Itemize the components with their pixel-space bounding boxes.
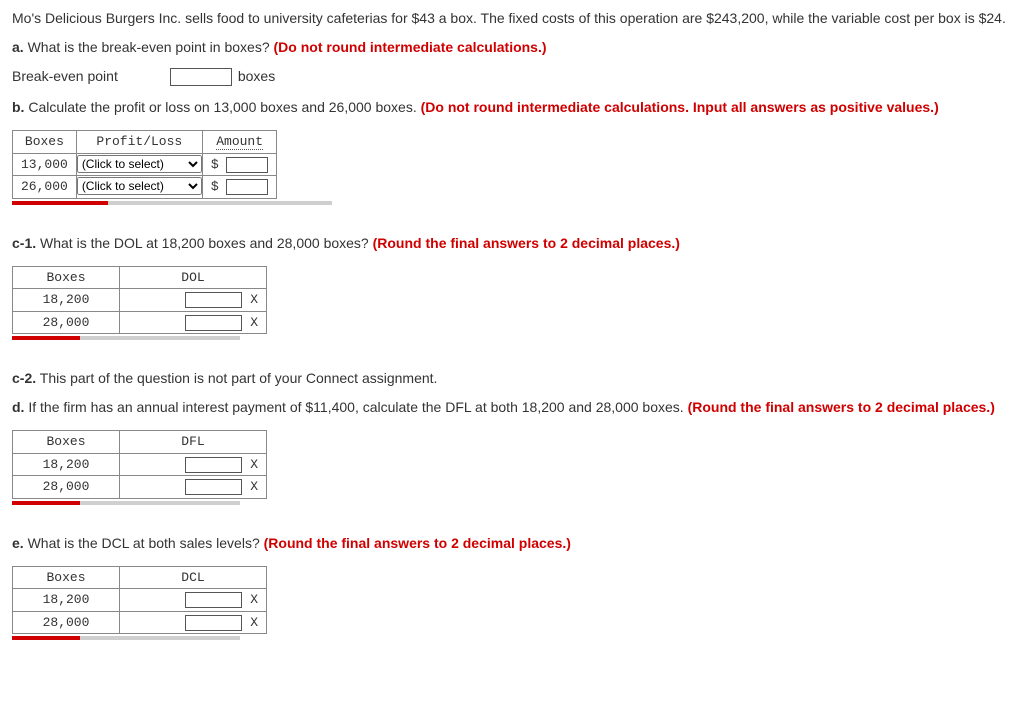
dol-input[interactable] bbox=[185, 292, 242, 308]
boxes-cell: 28,000 bbox=[13, 611, 120, 634]
x-suffix: X bbox=[250, 479, 258, 494]
part-b-text: Calculate the profit or loss on 13,000 b… bbox=[28, 99, 416, 115]
part-d-prompt: d. If the firm has an annual interest pa… bbox=[12, 397, 1012, 418]
dcl-input[interactable] bbox=[185, 615, 242, 631]
table-row: 28,000 X bbox=[13, 476, 267, 499]
amount-input[interactable] bbox=[226, 179, 268, 195]
dcl-input[interactable] bbox=[185, 592, 242, 608]
part-e-hint: (Round the final answers to 2 decimal pl… bbox=[264, 535, 571, 551]
part-a-text: What is the break-even point in boxes? bbox=[28, 39, 270, 55]
part-d-table: Boxes DFL 18,200 X 28,000 X bbox=[12, 430, 267, 499]
part-d-text: If the firm has an annual interest payme… bbox=[28, 399, 683, 415]
part-e-prompt: e. What is the DCL at both sales levels?… bbox=[12, 533, 1012, 554]
table-header: DFL bbox=[120, 431, 267, 454]
table-header: Profit/Loss bbox=[76, 131, 202, 154]
part-c1-prompt: c-1. What is the DOL at 18,200 boxes and… bbox=[12, 233, 1012, 254]
currency-symbol: $ bbox=[211, 179, 219, 194]
part-c2-text: This part of the question is not part of… bbox=[40, 370, 438, 386]
profit-loss-select[interactable]: (Click to select) bbox=[77, 155, 202, 173]
table-header: Boxes bbox=[13, 266, 120, 289]
part-c2-label: c-2. bbox=[12, 370, 36, 386]
progress-strip bbox=[12, 501, 240, 505]
part-d-label: d. bbox=[12, 399, 24, 415]
table-row: 18,200 X bbox=[13, 589, 267, 612]
part-c1-table: Boxes DOL 18,200 X 28,000 X bbox=[12, 266, 267, 335]
table-row: 28,000 X bbox=[13, 311, 267, 334]
progress-strip bbox=[12, 636, 240, 640]
break-even-label: Break-even point bbox=[12, 66, 118, 87]
profit-loss-select[interactable]: (Click to select) bbox=[77, 177, 202, 195]
part-a-hint: (Do not round intermediate calculations.… bbox=[274, 39, 547, 55]
part-a-input-row: Break-even point boxes bbox=[12, 66, 1012, 87]
part-b-hint: (Do not round intermediate calculations.… bbox=[421, 99, 939, 115]
x-suffix: X bbox=[250, 315, 258, 330]
problem-intro: Mo's Delicious Burgers Inc. sells food t… bbox=[12, 8, 1012, 29]
table-header: Boxes bbox=[13, 131, 77, 154]
amount-input[interactable] bbox=[226, 157, 268, 173]
progress-strip bbox=[12, 201, 332, 205]
part-c1-label: c-1. bbox=[12, 235, 36, 251]
dol-input[interactable] bbox=[185, 315, 242, 331]
part-c1-hint: (Round the final answers to 2 decimal pl… bbox=[373, 235, 680, 251]
part-e-label: e. bbox=[12, 535, 24, 551]
part-e-table: Boxes DCL 18,200 X 28,000 X bbox=[12, 566, 267, 635]
table-row: 26,000 (Click to select) $ bbox=[13, 176, 277, 199]
boxes-cell: 28,000 bbox=[13, 476, 120, 499]
table-header: DOL bbox=[120, 266, 267, 289]
part-e-text: What is the DCL at both sales levels? bbox=[28, 535, 260, 551]
boxes-cell: 26,000 bbox=[13, 176, 77, 199]
x-suffix: X bbox=[250, 292, 258, 307]
boxes-cell: 28,000 bbox=[13, 311, 120, 334]
part-a-prompt: a. What is the break-even point in boxes… bbox=[12, 37, 1012, 58]
part-a-label: a. bbox=[12, 39, 24, 55]
boxes-cell: 18,200 bbox=[13, 289, 120, 312]
currency-symbol: $ bbox=[211, 157, 219, 172]
part-b-table: Boxes Profit/Loss Amount 13,000 (Click t… bbox=[12, 130, 277, 199]
table-header: Boxes bbox=[13, 566, 120, 589]
table-row: 28,000 X bbox=[13, 611, 267, 634]
dfl-input[interactable] bbox=[185, 479, 242, 495]
table-row: 18,200 X bbox=[13, 289, 267, 312]
dfl-input[interactable] bbox=[185, 457, 242, 473]
x-suffix: X bbox=[250, 592, 258, 607]
boxes-cell: 18,200 bbox=[13, 589, 120, 612]
progress-strip bbox=[12, 336, 240, 340]
break-even-unit: boxes bbox=[238, 66, 275, 87]
part-d-hint: (Round the final answers to 2 decimal pl… bbox=[688, 399, 995, 415]
break-even-input[interactable] bbox=[170, 68, 232, 86]
x-suffix: X bbox=[250, 457, 258, 472]
boxes-cell: 13,000 bbox=[13, 153, 77, 176]
table-header: Boxes bbox=[13, 431, 120, 454]
part-b-label: b. bbox=[12, 99, 24, 115]
boxes-cell: 18,200 bbox=[13, 453, 120, 476]
x-suffix: X bbox=[250, 615, 258, 630]
table-row: 13,000 (Click to select) $ bbox=[13, 153, 277, 176]
table-header: DCL bbox=[120, 566, 267, 589]
table-header: Amount bbox=[202, 131, 277, 154]
part-c2-prompt: c-2. This part of the question is not pa… bbox=[12, 368, 1012, 389]
part-c1-text: What is the DOL at 18,200 boxes and 28,0… bbox=[40, 235, 369, 251]
part-b-prompt: b. Calculate the profit or loss on 13,00… bbox=[12, 97, 1012, 118]
table-row: 18,200 X bbox=[13, 453, 267, 476]
